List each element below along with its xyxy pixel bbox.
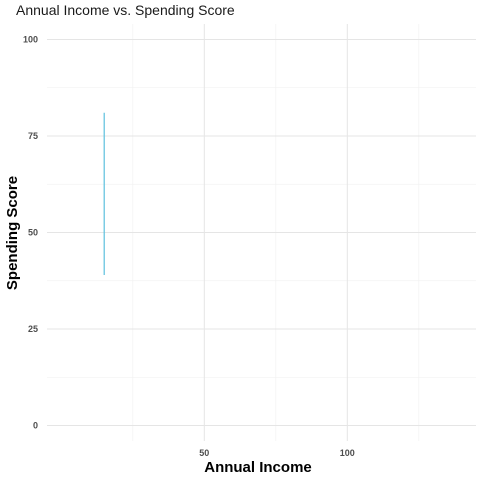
x-tick-label: 100 <box>340 448 355 458</box>
y-tick-label: 25 <box>28 324 38 334</box>
y-tick-label: 50 <box>28 228 38 238</box>
y-axis-title: Spending Score <box>4 176 21 290</box>
x-tick-labels: 50 100 <box>199 448 355 458</box>
y-tick-label: 75 <box>28 131 38 141</box>
y-tick-label: 0 <box>33 421 38 431</box>
chart-title: Annual Income vs. Spending Score <box>16 2 235 18</box>
y-tick-labels: 0 25 50 75 100 <box>23 34 38 430</box>
x-axis-title: Annual Income <box>204 459 312 476</box>
y-tick-label: 100 <box>23 34 38 44</box>
x-tick-label: 50 <box>199 448 209 458</box>
grid <box>47 24 476 441</box>
